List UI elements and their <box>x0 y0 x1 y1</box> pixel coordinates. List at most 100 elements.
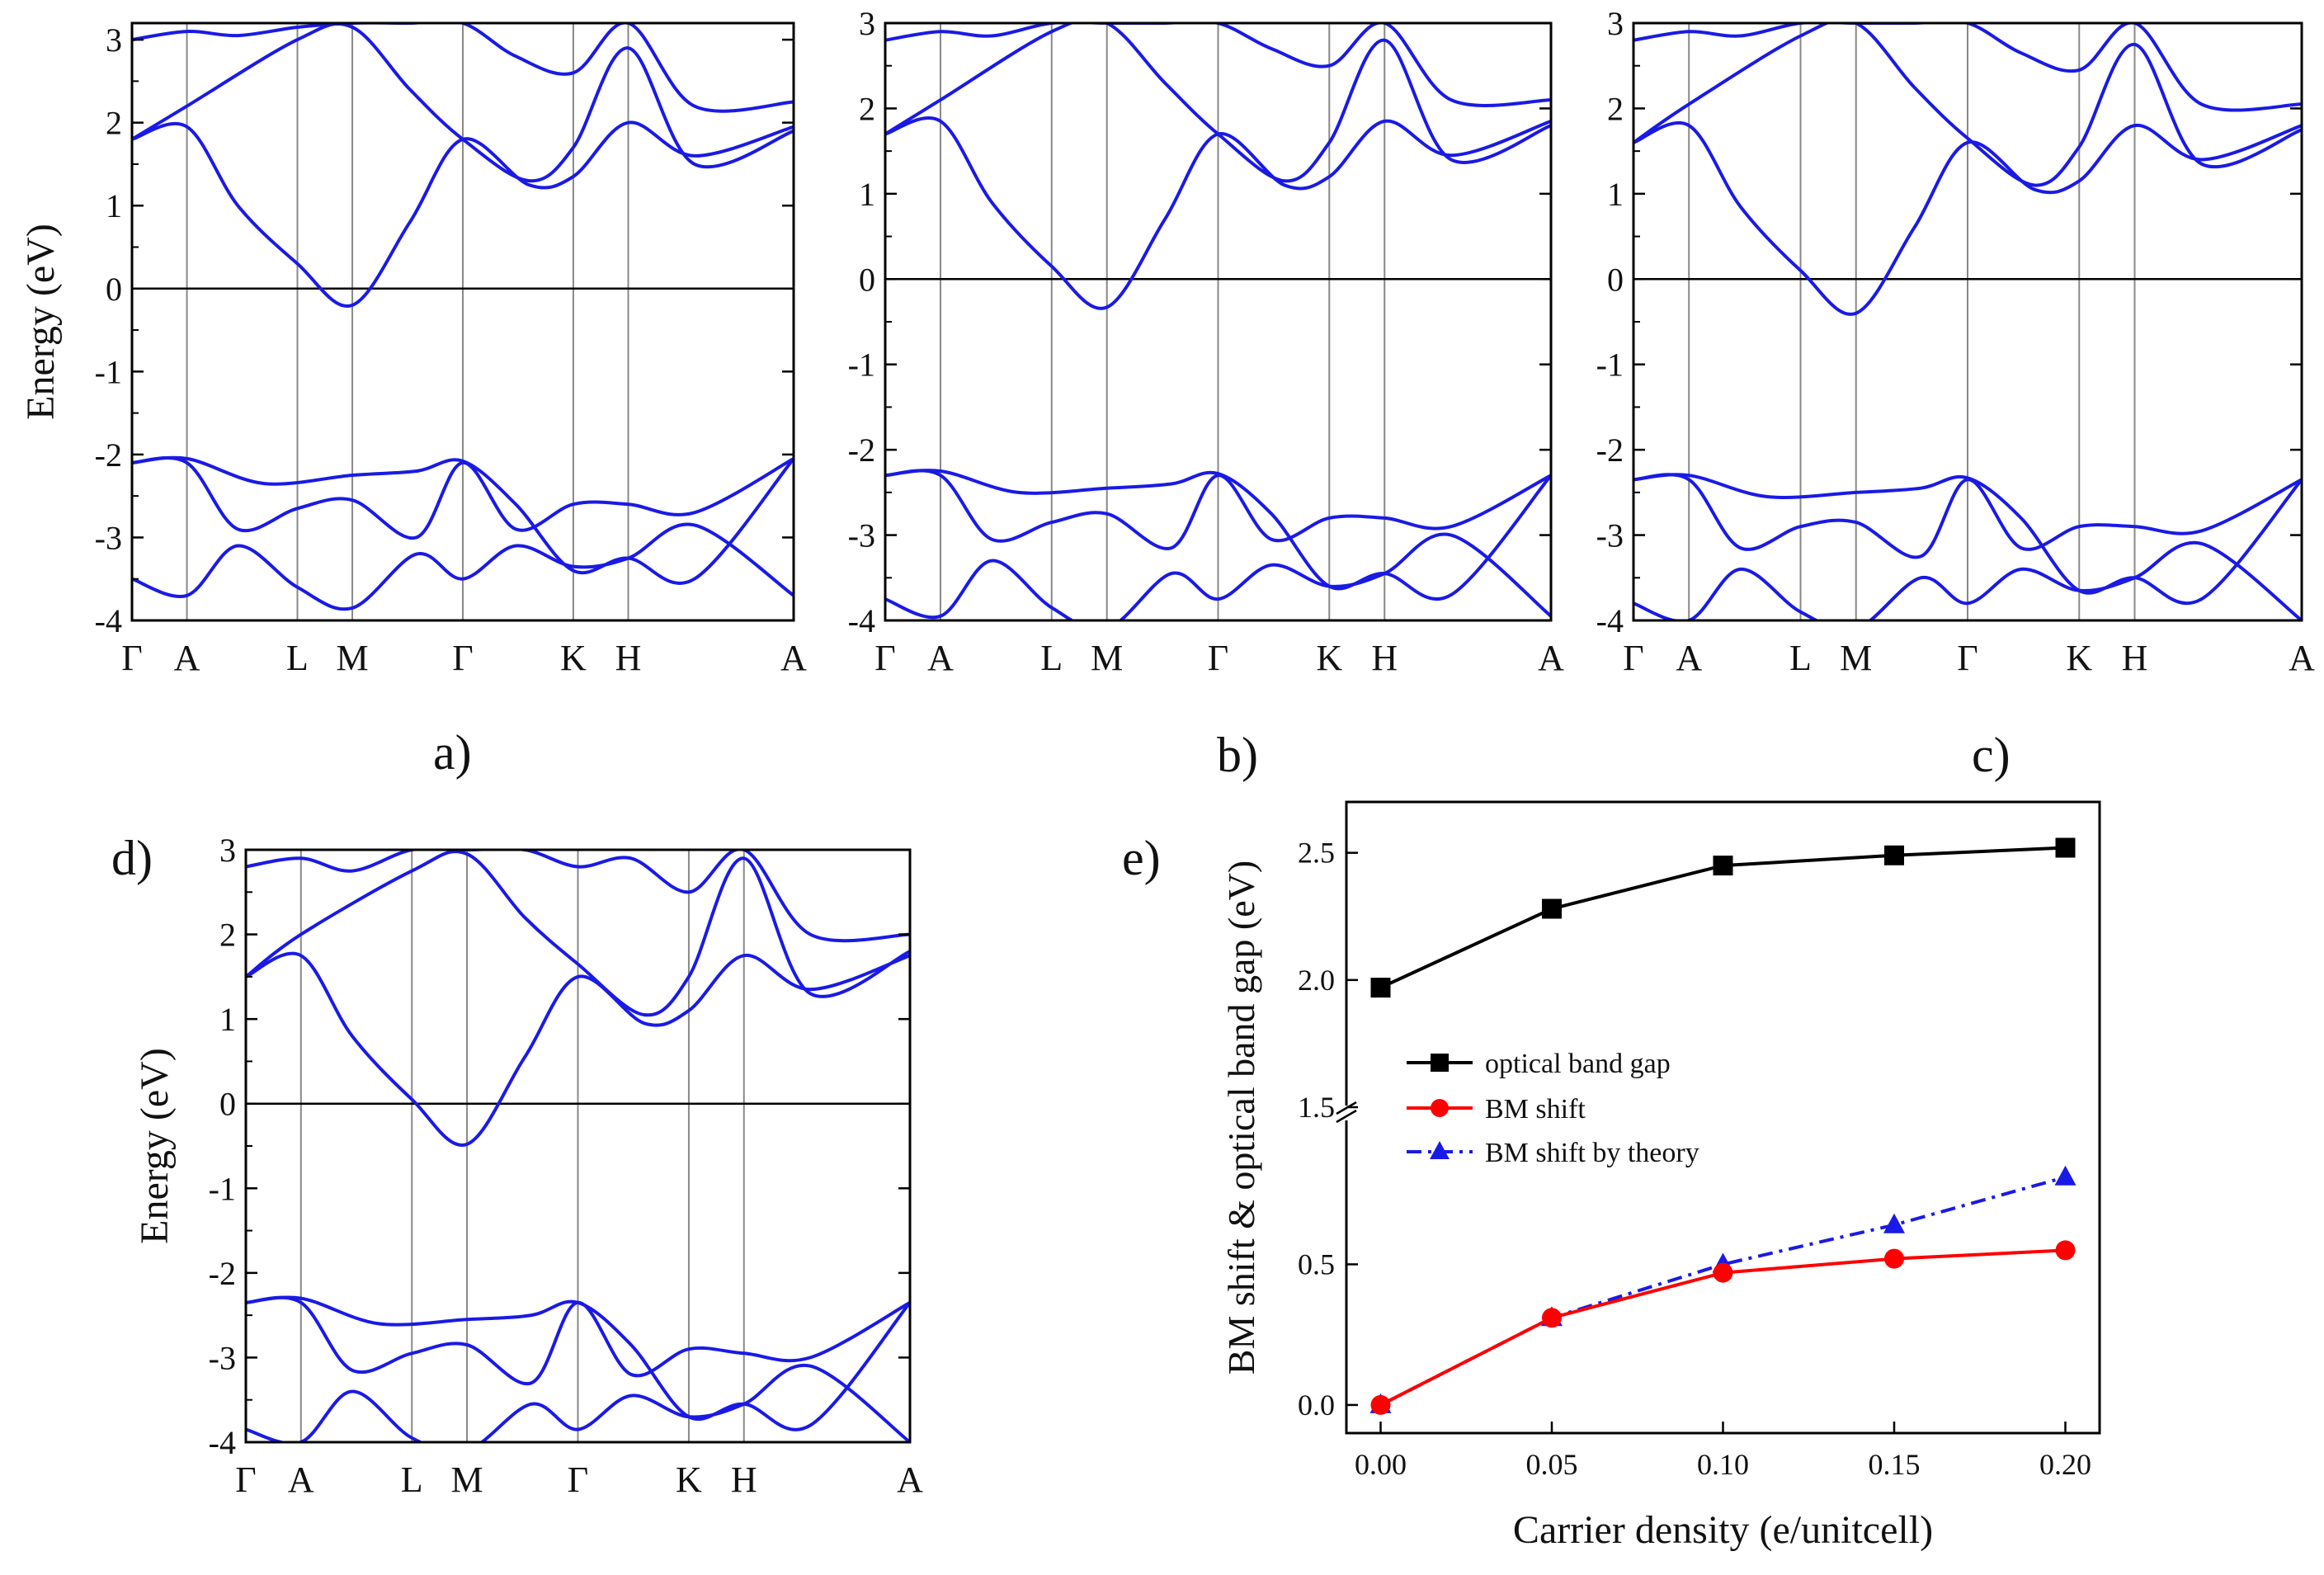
kpoint-label: L <box>401 1459 423 1500</box>
kpoint-label: L <box>1789 638 1812 678</box>
y-tick-label: -3 <box>209 1339 236 1376</box>
kpoint-label: Γ <box>452 638 473 678</box>
data-point-circle <box>1370 1394 1391 1415</box>
y-tick-label: -1 <box>848 347 875 384</box>
panel-label-d: d) <box>111 831 153 885</box>
kpoint-label: L <box>286 638 309 678</box>
data-point-square <box>2055 837 2076 858</box>
y-tick-label: 0.0 <box>1298 1389 1335 1422</box>
data-point-square <box>1542 898 1562 919</box>
y-tick-label: 0.5 <box>1298 1247 1335 1280</box>
y-axis-label: Energy (eV) <box>133 1048 177 1244</box>
y-tick-label: 0 <box>859 261 875 298</box>
y-tick-label: -4 <box>1596 602 1624 639</box>
kpoint-label: M <box>1840 638 1872 678</box>
kpoint-label: M <box>451 1459 483 1500</box>
panel-label-b: b) <box>1217 728 1258 782</box>
y-tick-label: 1 <box>1607 176 1624 213</box>
kpoint-label: H <box>615 638 642 678</box>
x-tick-label: 0.15 <box>1869 1448 1921 1481</box>
band-line <box>246 1295 910 1386</box>
kpoint-label: A <box>1676 638 1702 678</box>
kpoint-label: H <box>2122 638 2148 678</box>
band-line <box>246 850 910 1017</box>
y-tick-label: 0 <box>106 271 122 308</box>
kpoint-label: K <box>2066 638 2092 678</box>
legend-marker-circle <box>1431 1099 1449 1117</box>
x-tick-label: 0.10 <box>1697 1448 1749 1481</box>
band-line <box>246 1363 910 1442</box>
band-line <box>885 116 1551 310</box>
y-axis-label: Energy (eV) <box>19 224 63 420</box>
legend-label: BM shift by theory <box>1485 1138 1699 1168</box>
y-tick-label: 2 <box>859 90 875 127</box>
kpoint-label: Γ <box>1208 638 1228 678</box>
y-tick-label: -1 <box>1596 347 1624 384</box>
y-tick-label: -2 <box>95 436 122 474</box>
data-point-circle <box>1713 1262 1733 1283</box>
kpoint-label: K <box>1316 638 1342 678</box>
band-line <box>1633 540 2302 620</box>
y-tick-label: 1.5 <box>1298 1091 1335 1124</box>
bm-shift-chart-panel-e: 0.00 0.05 0.10 0.15 0.20 0.0 0.5 1.5 2.0 2.5 optic… <box>1220 800 2101 1552</box>
kpoint-label: Γ <box>568 1459 588 1500</box>
band-line <box>246 951 910 1148</box>
kpoint-label: K <box>676 1459 702 1500</box>
y-tick-label: 2.0 <box>1298 964 1335 997</box>
kpoint-label: A <box>780 638 807 678</box>
kpoint-label: A <box>1538 638 1564 678</box>
band-line <box>1633 23 2302 112</box>
band-line <box>132 23 794 113</box>
x-tick-label: 0.00 <box>1355 1448 1407 1481</box>
series-line <box>1379 1175 2067 1407</box>
y-tick-label: 2.5 <box>1298 837 1335 870</box>
y-tick-label: -4 <box>95 602 122 639</box>
y-tick-label: 2 <box>1607 90 1624 127</box>
kpoint-label: Γ <box>121 638 142 678</box>
data-point-circle <box>1542 1308 1562 1328</box>
band-line <box>132 120 794 309</box>
y-tick-label: -2 <box>1596 431 1624 469</box>
y-tick-label: -3 <box>848 517 875 554</box>
data-point-triangle <box>1883 1213 1905 1233</box>
data-point-circle <box>1884 1248 1904 1269</box>
band-line <box>885 23 1551 107</box>
kpoint-label: A <box>174 638 200 678</box>
band-line <box>246 1295 910 1431</box>
kpoint-label: M <box>337 638 369 678</box>
y-tick-label: 3 <box>859 5 875 42</box>
x-axis-label: Carrier density (e/unitcell) <box>1513 1508 1933 1552</box>
band-lines <box>885 23 1551 620</box>
data-point-square <box>1884 845 1904 865</box>
legend-label: BM shift <box>1485 1094 1586 1125</box>
plot-frame <box>130 21 795 622</box>
legend-marker-square <box>1431 1054 1449 1072</box>
kpoint-label: H <box>731 1459 757 1500</box>
panel-label-a: a) <box>433 725 472 780</box>
y-tick-label: 1 <box>219 1001 236 1038</box>
data-point-circle <box>2055 1240 2076 1261</box>
legend-marker-triangle <box>1430 1141 1450 1159</box>
y-tick-label: -2 <box>209 1255 236 1292</box>
y-tick-label: -3 <box>1596 517 1624 554</box>
y-tick-label: -1 <box>95 353 122 390</box>
y-tick-label: 3 <box>106 21 122 59</box>
axis-break-mark <box>1336 1109 1357 1124</box>
band-line <box>246 850 910 943</box>
kpoint-label: Γ <box>874 638 895 678</box>
band-line <box>132 522 794 611</box>
y-tick-label: 1 <box>859 176 875 213</box>
legend-label: optical band gap <box>1485 1049 1671 1079</box>
band-line <box>885 532 1551 620</box>
plot-frame <box>1345 800 2101 1435</box>
band-lines <box>246 850 910 1442</box>
data-point-triangle <box>2054 1165 2077 1186</box>
x-tick-label: 0.05 <box>1526 1448 1578 1481</box>
y-tick-label: 0 <box>1607 261 1624 298</box>
kpoint-label: Γ <box>1623 638 1643 678</box>
y-tick-label: 3 <box>219 832 236 869</box>
